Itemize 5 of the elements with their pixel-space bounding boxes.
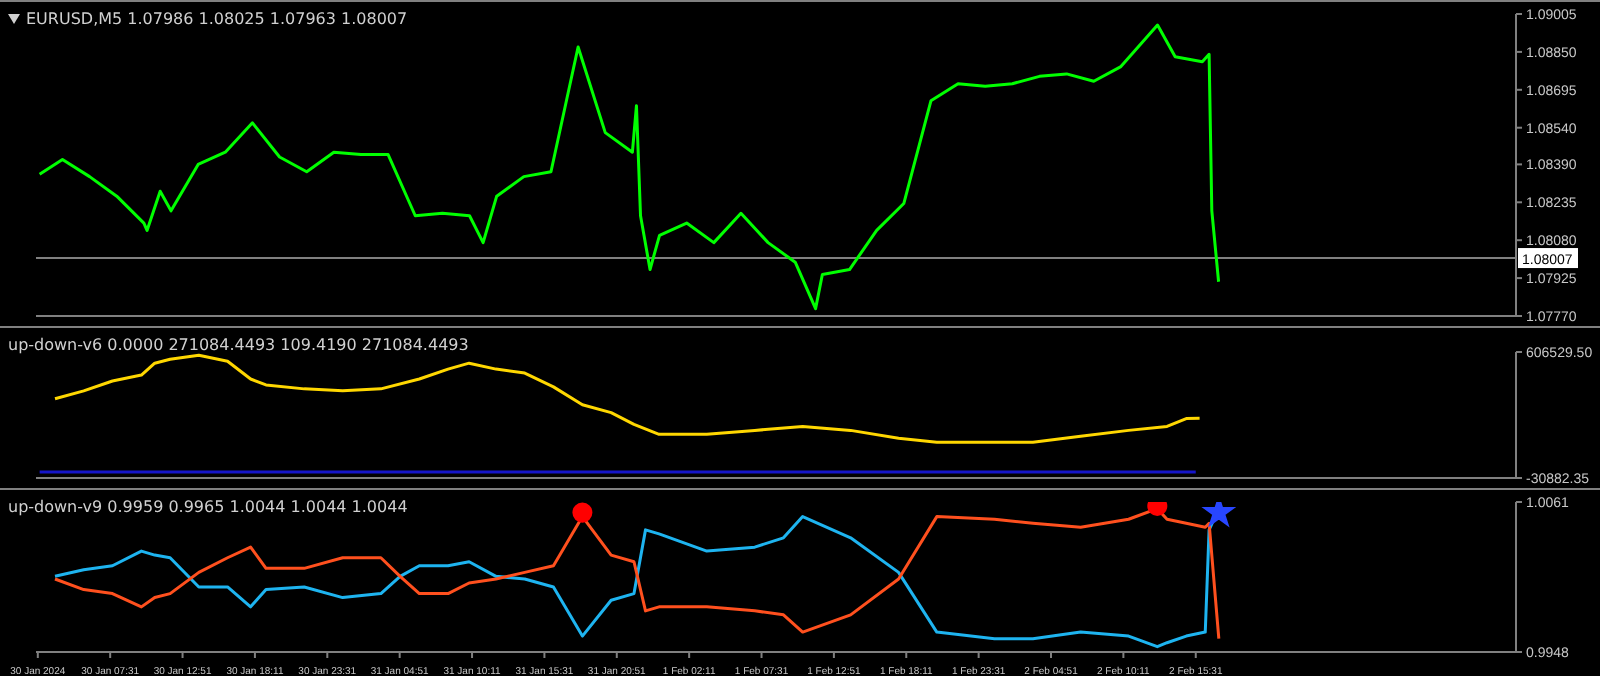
chart-title: up-down-v9 0.9959 0.9965 1.0044 1.0044 1.0044 <box>8 498 408 516</box>
line-series <box>53 353 1202 444</box>
chart-title: EURUSD,M5 1.07986 1.08025 1.07963 1.08007 <box>26 10 408 28</box>
chart-title: up-down-v6 0.0000 271084.4493 109.4190 271084.4493 <box>8 336 469 354</box>
line-series <box>38 23 1221 311</box>
